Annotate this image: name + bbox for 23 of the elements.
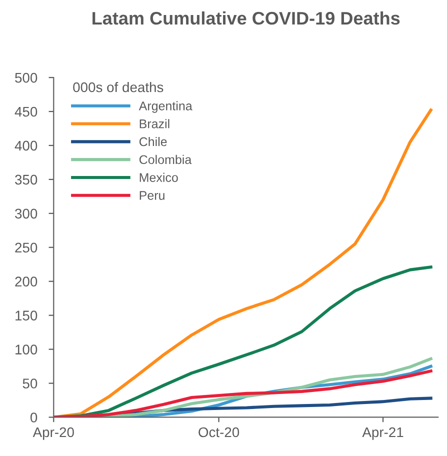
y-tick-label: 150 <box>16 310 38 320</box>
legend-title: 000s of deaths <box>73 82 164 92</box>
y-tick-label: 500 <box>15 72 38 83</box>
y-tick-label: 400 <box>14 140 38 151</box>
y-tick-label: 50 <box>22 378 38 388</box>
legend-label: Peru <box>140 191 164 200</box>
line-series <box>54 370 432 418</box>
legend-label: Brazil <box>140 119 170 128</box>
y-tick-label: 200 <box>15 276 38 287</box>
y-tick-label: 350 <box>15 174 38 185</box>
y-tick-label: 450 <box>14 106 38 117</box>
x-tick-label: Apr-20 <box>32 427 74 440</box>
x-tick-label: Oct-20 <box>198 427 240 438</box>
legend-label: Colombia <box>139 154 192 164</box>
chart-title: Latam Cumulative COVID-19 Deaths <box>92 11 400 25</box>
legend-label: Chile <box>139 136 167 146</box>
legend-label: Argentina <box>138 101 192 113</box>
y-tick-label: 0 <box>30 412 38 422</box>
x-tick-label: Apr-21 <box>362 427 404 440</box>
y-tick-label: 300 <box>15 208 38 219</box>
y-tick-label: 100 <box>16 344 38 354</box>
y-tick-label: 250 <box>15 242 38 253</box>
legend-label: Mexico <box>140 172 178 182</box>
